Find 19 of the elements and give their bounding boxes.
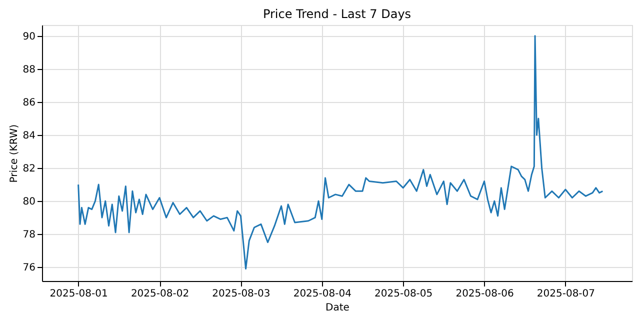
y-tick-label: 80 <box>22 196 36 208</box>
x-tick-label: 2025-08-02 <box>130 288 190 300</box>
chart-title: Price Trend - Last 7 Days <box>262 7 412 21</box>
y-tick-label: 76 <box>22 262 36 274</box>
line-series <box>78 35 604 270</box>
y-tick-label: 84 <box>22 130 36 142</box>
y-tick-label: 88 <box>22 64 36 76</box>
y-tick-label: 86 <box>22 97 36 108</box>
y-tick-label: 78 <box>22 230 36 241</box>
y-tick-label: 90 <box>22 31 36 42</box>
x-tick-label: 2025-08-03 <box>212 288 270 300</box>
y-tick-label: 82 <box>22 164 36 175</box>
x-tick-label: 2025-08-04 <box>293 288 352 300</box>
x-tick-label: 2025-08-06 <box>456 288 514 300</box>
x-tick-label: 2025-08-07 <box>536 288 596 300</box>
x-tick-label: 2025-08-05 <box>374 288 433 300</box>
x-tick-label: 2025-08-01 <box>50 288 108 300</box>
x-axis-title: Date <box>326 302 350 314</box>
y-axis-title: Price (KRW) <box>8 124 20 183</box>
